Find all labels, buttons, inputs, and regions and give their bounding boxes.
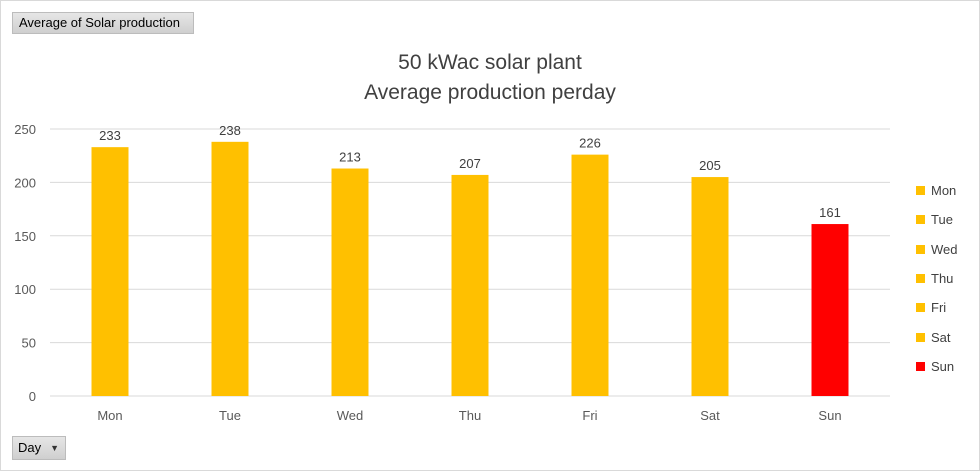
legend-label: Sun: [931, 358, 955, 374]
data-label-fri: 226: [579, 136, 601, 151]
y-tick-label: 200: [14, 175, 36, 190]
legend-item-sat: Sat: [916, 322, 958, 351]
legend-label: Fri: [931, 300, 947, 316]
legend-label: Sat: [931, 329, 951, 345]
chart-title-line1: 50 kWac solar plant: [398, 51, 582, 74]
legend-swatch: [916, 303, 925, 313]
chevron-down-icon[interactable]: ▼: [50, 443, 59, 453]
legend-item-sun: Sun: [916, 352, 958, 381]
value-field-label: Average of Solar production: [19, 15, 180, 30]
chart-legend: Mon Tue Wed Thu Fri Sat Sun: [916, 176, 958, 381]
day-field-button[interactable]: Day ▼: [12, 436, 66, 460]
data-label-thu: 207: [459, 156, 481, 171]
y-tick-label: 100: [14, 282, 36, 297]
bar-sat: [691, 177, 729, 396]
day-field-label: Day: [18, 440, 42, 455]
bar-fri: [571, 154, 609, 396]
x-tick-label-wed: Wed: [337, 408, 364, 423]
legend-item-mon: Mon: [916, 176, 958, 205]
data-label-tue: 238: [219, 123, 241, 138]
legend-swatch: [916, 244, 925, 254]
bar-wed: [331, 168, 369, 396]
x-tick-label-tue: Tue: [219, 408, 241, 423]
data-label-sun: 161: [819, 205, 841, 220]
bar-sun: [811, 224, 849, 396]
legend-swatch: [916, 186, 925, 196]
legend-item-thu: Thu: [916, 264, 958, 293]
data-label-sat: 205: [699, 158, 721, 173]
value-field-button[interactable]: Average of Solar production: [12, 12, 194, 34]
legend-item-wed: Wed: [916, 235, 958, 264]
y-tick-label: 150: [14, 229, 36, 244]
legend-swatch: [916, 332, 925, 342]
bar-tue: [211, 141, 249, 396]
bar-mon: [91, 147, 129, 396]
legend-label: Tue: [931, 212, 953, 228]
data-label-wed: 213: [339, 150, 361, 165]
bar-thu: [451, 174, 489, 396]
legend-item-tue: Tue: [916, 205, 958, 234]
x-tick-label-sun: Sun: [818, 408, 841, 423]
legend-swatch: [916, 274, 925, 284]
legend-swatch: [916, 361, 925, 371]
data-label-mon: 233: [99, 128, 121, 143]
y-tick-label: 250: [14, 122, 36, 137]
y-tick-label: 50: [22, 336, 36, 351]
x-tick-label-sat: Sat: [700, 408, 720, 423]
legend-swatch: [916, 215, 925, 225]
legend-label: Thu: [931, 271, 954, 287]
legend-item-fri: Fri: [916, 293, 958, 322]
x-tick-label-mon: Mon: [97, 408, 122, 423]
x-tick-label-fri: Fri: [582, 408, 597, 423]
legend-label: Mon: [931, 183, 957, 199]
y-tick-label: 0: [29, 389, 36, 404]
x-tick-label-thu: Thu: [459, 408, 481, 423]
chart-title-line2: Average production perday: [364, 81, 616, 104]
legend-label: Wed: [931, 241, 958, 257]
